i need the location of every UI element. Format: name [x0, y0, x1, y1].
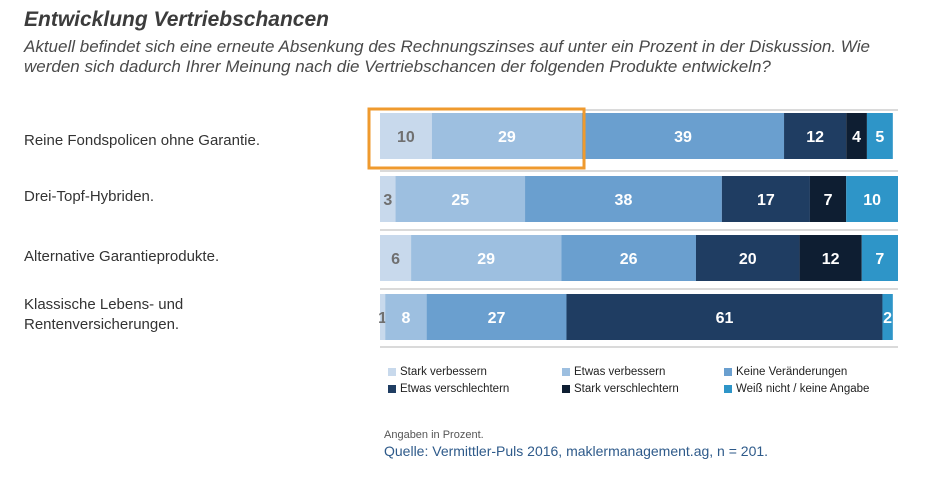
- legend-label: Etwas verbessern: [574, 366, 666, 378]
- legend-item: Stark verbessern: [388, 366, 562, 378]
- legend-swatch: [562, 368, 570, 376]
- legend-label: Keine Veränderungen: [736, 366, 848, 378]
- data-label: 27: [488, 310, 506, 327]
- legend-item: Etwas verschlechtern: [388, 383, 562, 395]
- category-label: Klassische Lebens- und Rentenversicherun…: [24, 296, 184, 333]
- bar-segment: [882, 294, 893, 340]
- data-label: 29: [498, 129, 516, 146]
- data-label: 29: [477, 251, 495, 268]
- legend-swatch: [562, 385, 570, 393]
- bar-segment: [380, 235, 412, 281]
- bar-segment: [866, 113, 893, 159]
- bar-segment: [799, 235, 862, 281]
- data-label: 10: [397, 129, 415, 146]
- bar-segment: [380, 294, 386, 340]
- legend-item: Weiß nicht / keine Angabe: [724, 383, 908, 395]
- data-label: 3: [383, 192, 392, 209]
- bar-segment: [784, 113, 847, 159]
- data-label: 7: [824, 192, 833, 209]
- data-label: 61: [716, 310, 734, 327]
- data-label: 25: [451, 192, 469, 209]
- bar-segment: [695, 235, 800, 281]
- data-label: 26: [620, 251, 638, 268]
- legend-label: Etwas verschlechtern: [400, 383, 510, 395]
- bar-segment: [846, 113, 867, 159]
- data-label: 2: [883, 310, 892, 327]
- bar-segment: [385, 294, 427, 340]
- data-label: 38: [615, 192, 633, 209]
- legend-swatch: [388, 385, 396, 393]
- unit-note: Angaben in Prozent.: [384, 429, 484, 441]
- bar-segment: [411, 235, 562, 281]
- bar-segment: [380, 176, 396, 222]
- bar-segment: [525, 176, 722, 222]
- bar-segment: [380, 113, 432, 159]
- category-label: Reine Fondspolicen ohne Garantie.: [24, 132, 260, 149]
- legend-item: Etwas verbessern: [562, 366, 724, 378]
- highlight-box: [367, 107, 586, 170]
- data-label: 4: [852, 129, 861, 146]
- bar-segment: [721, 176, 810, 222]
- chart-subtitle: Aktuell befindet sich eine erneute Absen…: [24, 37, 870, 76]
- data-label: 39: [674, 129, 692, 146]
- data-label: 17: [757, 192, 775, 209]
- bar-segment: [561, 235, 696, 281]
- legend-swatch: [724, 385, 732, 393]
- legend: Stark verbessern Etwas verbessern Keine Ve…: [388, 366, 908, 395]
- bar-segment: [395, 176, 526, 222]
- bar-segment: [582, 113, 785, 159]
- category-label: Drei-Topf-Hybriden.: [24, 188, 155, 205]
- data-label: 7: [875, 251, 884, 268]
- data-label: 12: [822, 251, 840, 268]
- legend-swatch: [388, 368, 396, 376]
- data-label: 6: [391, 251, 400, 268]
- data-label: 10: [863, 192, 881, 209]
- data-label: 8: [401, 310, 410, 327]
- bar-segment: [809, 176, 847, 222]
- bar-segment: [431, 113, 583, 159]
- legend-label: Weiß nicht / keine Angabe: [736, 383, 870, 395]
- chart-title: Entwicklung Vertriebschancen: [24, 8, 329, 31]
- legend-item: Keine Veränderungen: [724, 366, 908, 378]
- legend-item: Stark verschlechtern: [562, 383, 724, 395]
- data-label: 20: [739, 251, 757, 268]
- bar-segment: [846, 176, 898, 222]
- bar-segment: [566, 294, 883, 340]
- legend-swatch: [724, 368, 732, 376]
- bar-segment: [861, 235, 898, 281]
- bar-segment: [426, 294, 567, 340]
- source-line: Quelle: Vermittler-Puls 2016, maklermana…: [384, 443, 769, 459]
- category-label: Alternative Garantieprodukte.: [24, 248, 220, 265]
- legend-label: Stark verschlechtern: [574, 383, 679, 395]
- data-label: 1: [378, 310, 387, 327]
- legend-label: Stark verbessern: [400, 366, 487, 378]
- data-label: 12: [806, 129, 824, 146]
- data-label: 5: [875, 129, 884, 146]
